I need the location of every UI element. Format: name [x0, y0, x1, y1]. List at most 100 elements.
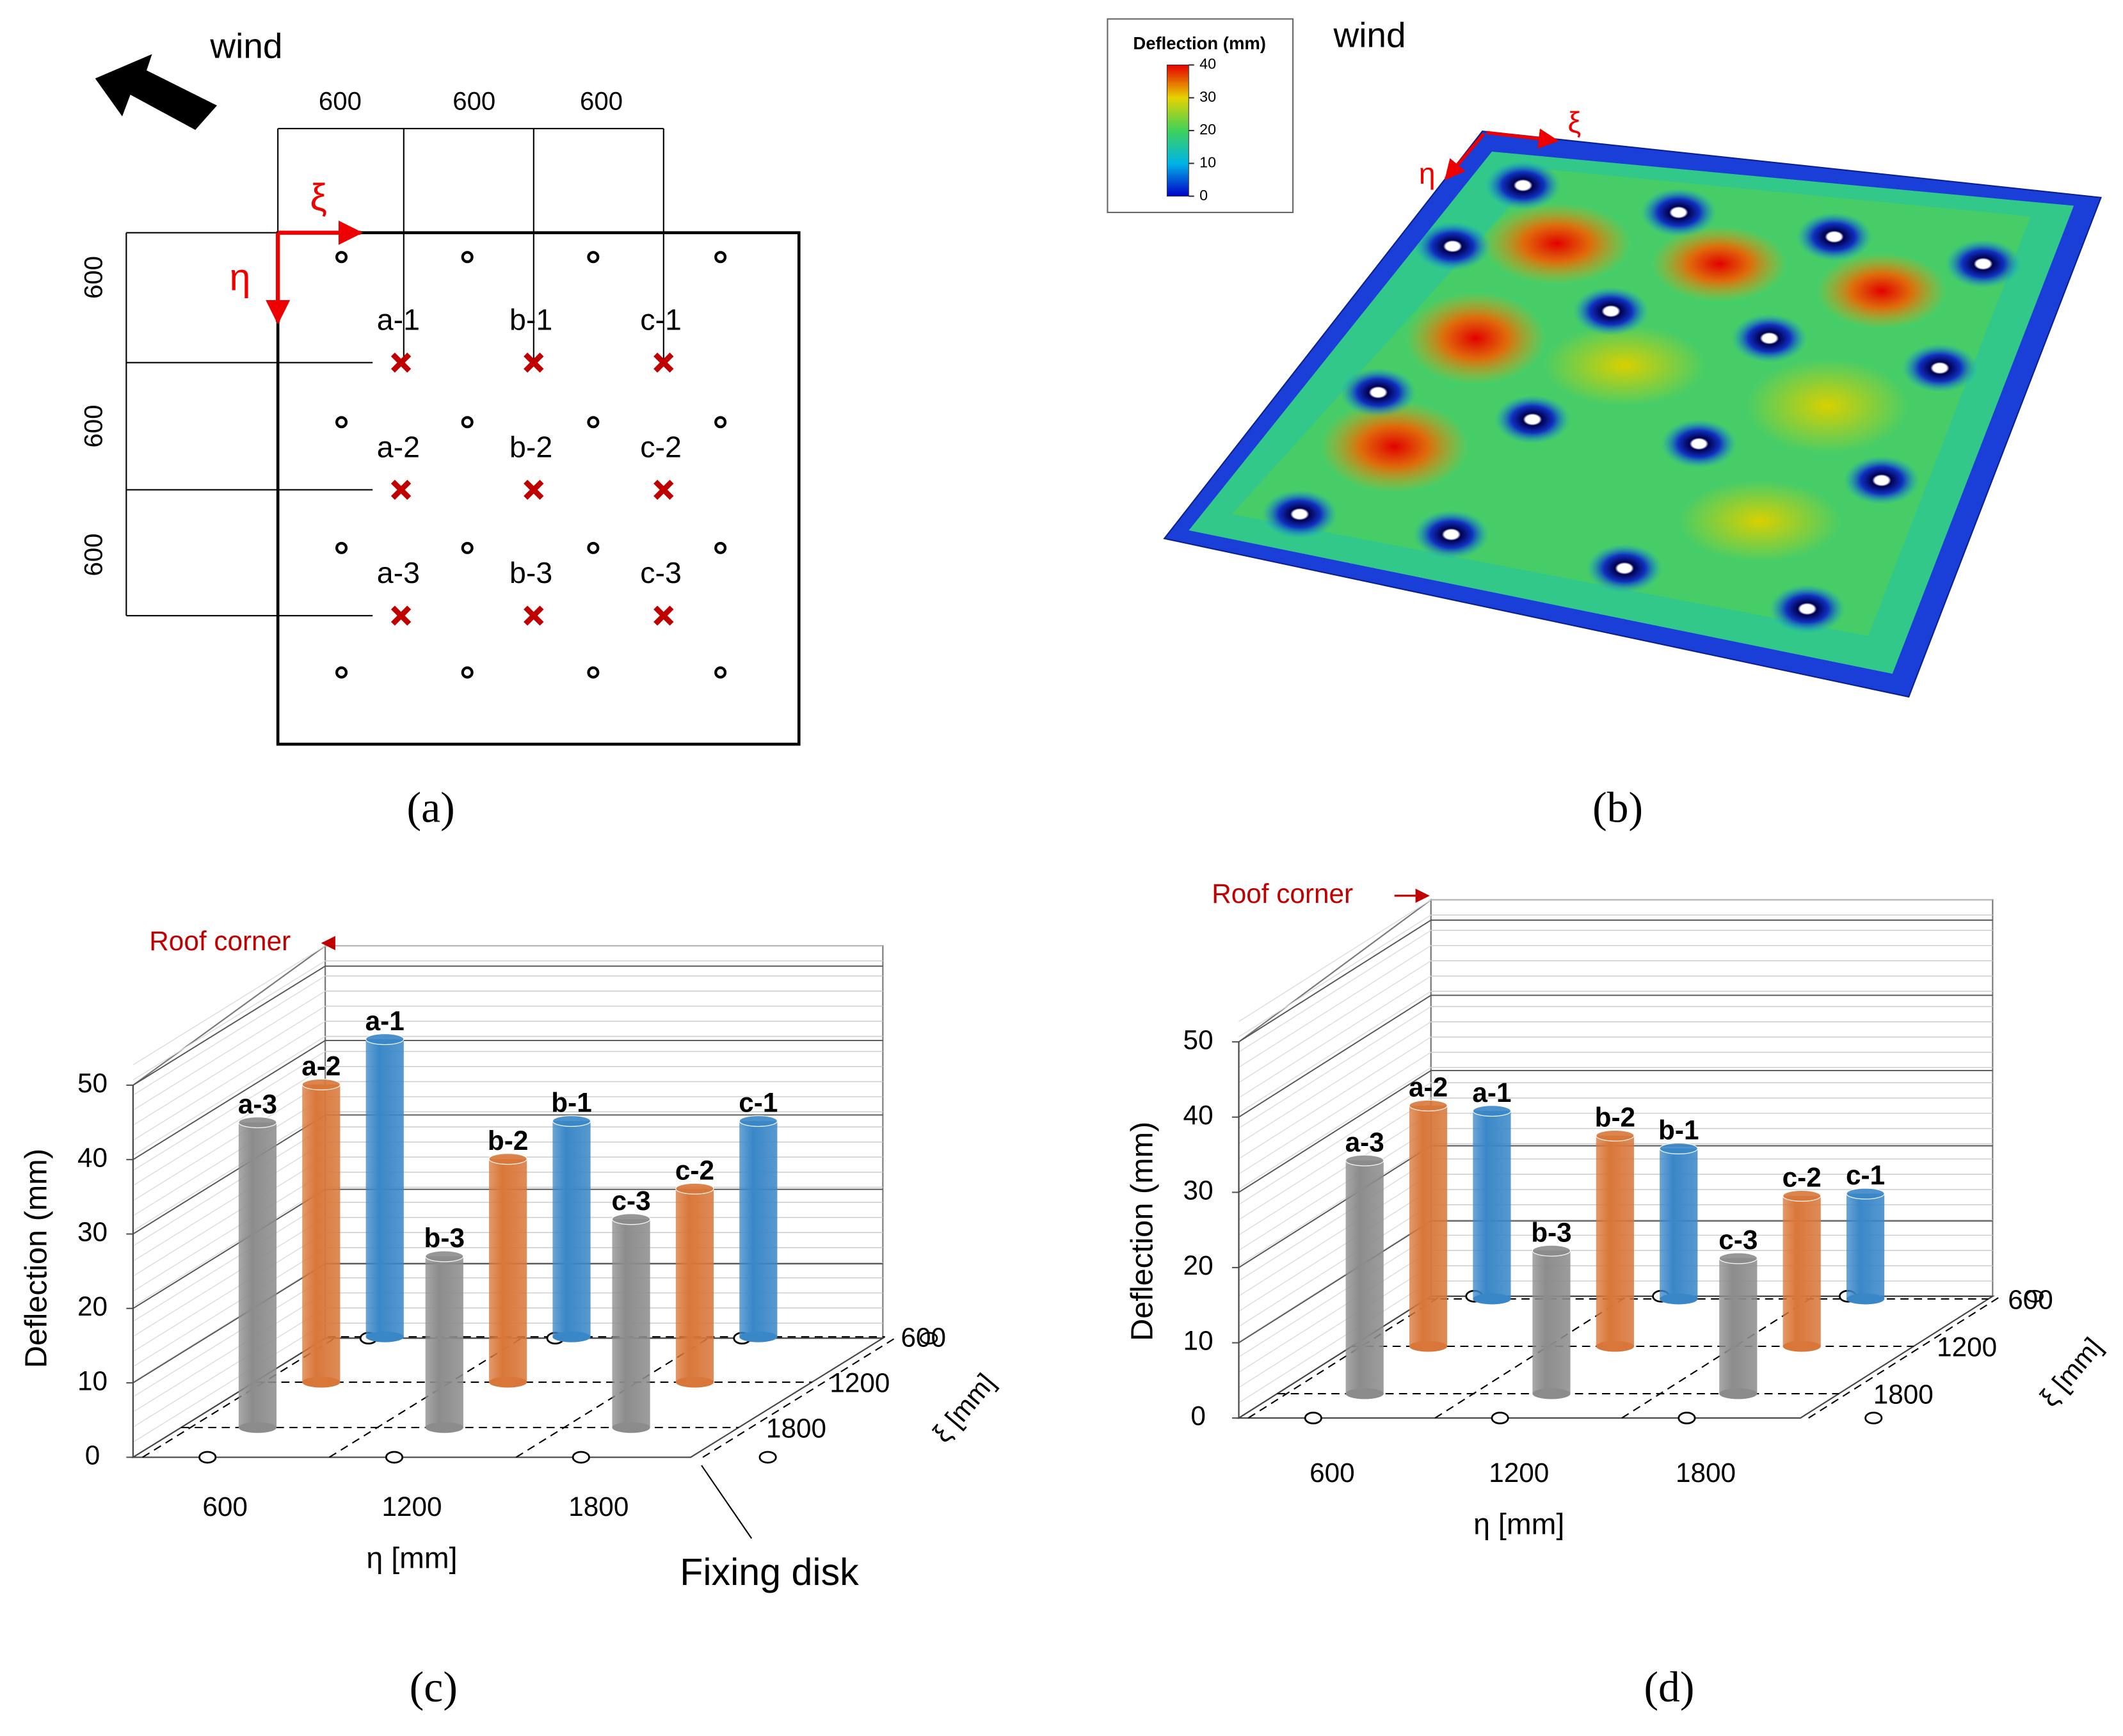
- y-tick-label: 0: [1190, 1401, 1206, 1431]
- fixing-disk: [1304, 1412, 1322, 1424]
- minor-line: [1238, 991, 1432, 1114]
- y-tick-label: 30: [1183, 1175, 1214, 1206]
- bar-label: a-2: [1409, 1072, 1448, 1103]
- dimension-label: 600: [319, 86, 362, 115]
- fixing-disk: [1796, 212, 1873, 262]
- bar-top: [611, 1213, 651, 1225]
- bar-top: [1596, 1129, 1635, 1142]
- minor-line: [132, 1081, 326, 1202]
- dimension-label: 600: [79, 256, 108, 299]
- caption: (d): [1644, 1663, 1694, 1711]
- y-tick-label: 20: [1183, 1250, 1214, 1280]
- x-tick-label: 600: [1310, 1458, 1355, 1488]
- measure-point: [653, 353, 674, 373]
- panel-d: 0 10 20 30 40 50 Deflection (mm) a-1 b-1 c-1 600 a-…: [1125, 879, 2108, 1541]
- bar-label: a-3: [1345, 1127, 1384, 1157]
- minor-line: [1238, 1006, 1432, 1129]
- minor-line: [1238, 1143, 1432, 1266]
- minor-line: [1238, 1174, 1432, 1297]
- deflection-peak: [1651, 226, 1787, 302]
- x-tick-label: 1200: [381, 1492, 442, 1522]
- minor-line: [132, 945, 326, 1065]
- minor-line: [1238, 899, 1432, 1023]
- y-tick-label: 10: [77, 1366, 108, 1396]
- fixing-disk-leader: [701, 1465, 753, 1539]
- colorbar: [1166, 64, 1189, 197]
- measure-point: [653, 605, 674, 626]
- minor-line: [1238, 1021, 1432, 1144]
- col-line: [1247, 1295, 1441, 1419]
- x-tick-label: 1200: [1489, 1458, 1549, 1488]
- grid-line: [1238, 994, 1993, 1118]
- caption: (a): [407, 783, 455, 831]
- fixing-disk: [920, 1332, 938, 1345]
- deflection-zone: [1746, 358, 1909, 454]
- bar: [1532, 1250, 1571, 1394]
- fixing-disk: [335, 416, 348, 429]
- fixing-disk: [714, 666, 727, 679]
- colorbar-tick-label: 10: [1199, 154, 1216, 170]
- wind-label: wind: [209, 26, 282, 66]
- fixing-disk: [587, 251, 600, 264]
- fixing-disk: [1262, 490, 1338, 539]
- minor-line: [132, 1262, 326, 1383]
- fixing-disk: [1340, 368, 1416, 417]
- bar-label: c-1: [739, 1088, 778, 1118]
- fixing-disk: [1573, 287, 1649, 336]
- deflection-peak: [1320, 400, 1469, 493]
- bar: [1473, 1111, 1511, 1299]
- point-label: c-3: [640, 556, 682, 589]
- dimension-label: 600: [79, 533, 108, 576]
- minor-line: [1238, 1128, 1432, 1251]
- x-axis-title: η [mm]: [366, 1541, 457, 1574]
- bar-top: [1409, 1099, 1448, 1111]
- y-tick-label: 0: [85, 1440, 100, 1470]
- minor-line: [132, 1172, 326, 1292]
- fixing-disk: [1491, 1412, 1509, 1424]
- bar: [1596, 1135, 1634, 1347]
- bar-label: a-1: [365, 1006, 405, 1036]
- minor-line: [132, 1247, 326, 1367]
- eta-arrow: [1444, 132, 1486, 180]
- minor-line: [132, 1142, 326, 1262]
- fixing-disk: [1640, 187, 1717, 237]
- measure-point: [390, 479, 412, 500]
- measure-point: [524, 479, 544, 500]
- wind-arrow: [95, 54, 218, 130]
- bar-top: [365, 1033, 405, 1046]
- depth-tick-label: 1200: [829, 1367, 890, 1398]
- depth-tick-label: 1200: [1937, 1332, 1997, 1362]
- legend-title: Deflection (mm): [1133, 33, 1266, 53]
- roof-outline: [276, 231, 801, 746]
- measure-point: [390, 353, 412, 373]
- minor-line: [1238, 1158, 1432, 1282]
- deflection-zone: [1678, 480, 1841, 562]
- deflection-peak: [1816, 253, 1947, 329]
- y-tick-label: 50: [77, 1068, 108, 1098]
- bar: [552, 1120, 591, 1337]
- fixing-disk: [714, 541, 727, 554]
- depth-tick-label: 600: [2008, 1284, 2053, 1314]
- bar-label: b-1: [551, 1088, 591, 1118]
- minor-line: [132, 1021, 326, 1141]
- minor-line: [1238, 1067, 1432, 1190]
- plate-contour: [1189, 151, 2074, 674]
- fixing-disk: [1945, 239, 2021, 289]
- bar: [302, 1084, 340, 1383]
- bar-label: b-3: [424, 1223, 465, 1253]
- bar-label: b-1: [1658, 1115, 1699, 1145]
- measure-point: [524, 605, 544, 626]
- fixing-disk: [1769, 584, 1845, 633]
- minor-line: [132, 975, 326, 1095]
- bar-top: [488, 1153, 527, 1165]
- x-tick-label: 1800: [1676, 1458, 1736, 1488]
- minor-line: [132, 1323, 326, 1443]
- minor-line: [132, 1202, 326, 1322]
- fixing-disk: [1586, 544, 1663, 593]
- bar-top: [1659, 1142, 1698, 1154]
- fixing-disk: [587, 666, 600, 679]
- colorbar-tick-label: 30: [1199, 88, 1216, 105]
- minor-line: [132, 1232, 326, 1352]
- bar: [489, 1159, 527, 1383]
- bar: [1660, 1148, 1698, 1299]
